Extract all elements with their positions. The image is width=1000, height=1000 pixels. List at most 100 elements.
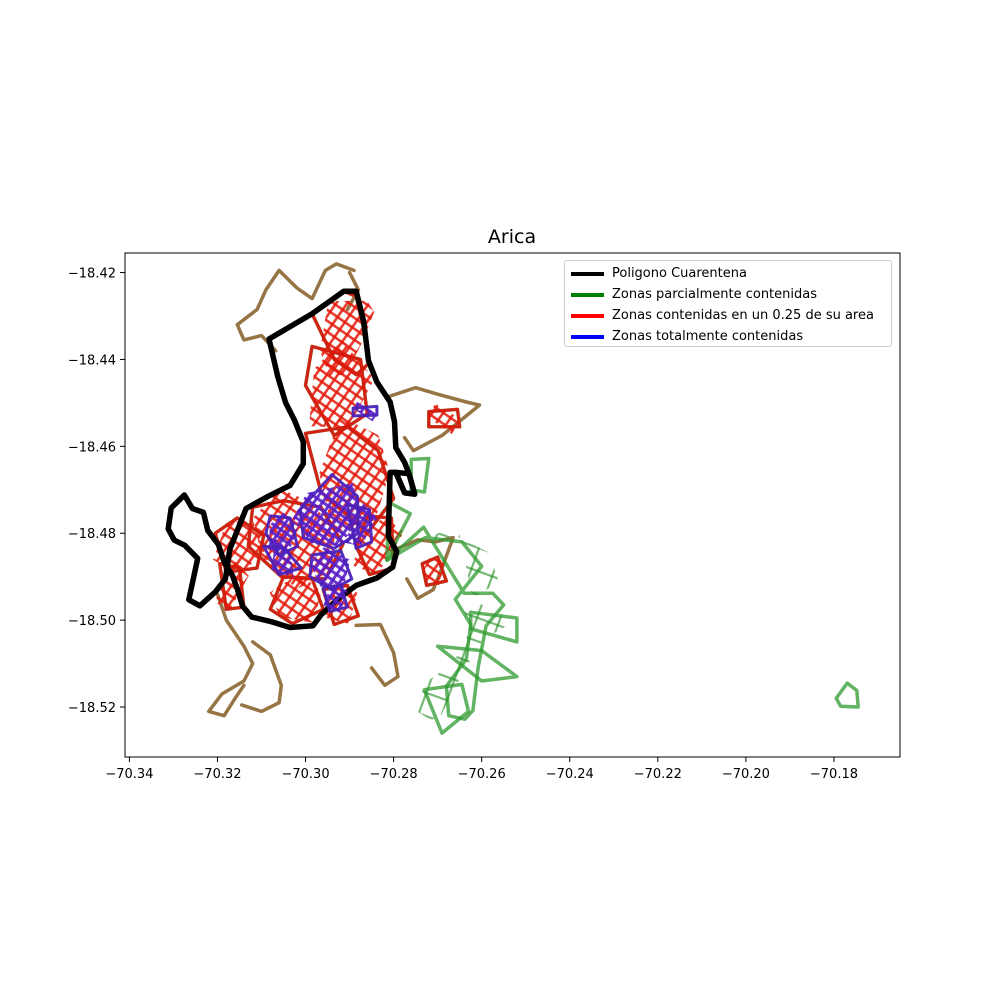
legend-label: Zonas totalmente contenidas [612,329,804,344]
partially-contained-zones-layer [357,456,860,866]
quarter-zone-street-line [286,411,417,507]
quarter-zone-street-line [342,528,408,580]
quarter-zone-street-line [293,282,336,365]
legend-swatch-blue [571,334,604,339]
outer-zone-outline-0 [235,262,356,353]
x-tick-label: −70.24 [546,767,594,782]
total-zone-street-line [286,464,375,530]
quarter-zone-streets-0 [293,282,388,384]
total-zone-street-line [359,400,378,422]
total-zone-street-line [305,464,375,559]
x-tick-label: −70.26 [458,767,506,782]
quarter-zone-6 [268,575,325,626]
partial-zone-street-line [487,513,534,734]
total-zone-5 [345,503,374,550]
quarter-zone-street-line [426,402,438,427]
partial-zone-street-line [357,727,534,734]
total-zone-2 [262,544,303,576]
quarter-zone-street-line [281,567,332,635]
quarter-zone-street-line [293,282,388,358]
total-zone-street-line [352,400,378,422]
total-zone-4 [321,583,349,613]
legend-item-total-zones: Zonas totalmente contenidas [565,326,891,347]
partial-zone-2 [422,682,471,735]
x-tick-label: −70.32 [193,767,241,782]
y-tick-label: −18.46 [68,440,116,455]
map-title: Arica [488,226,536,248]
legend-swatch-red [571,313,604,318]
quarter-zone-street-line [426,403,462,435]
total-zone-street-line [284,487,375,559]
total-zone-3 [308,549,354,592]
x-tick-label: −70.30 [281,767,329,782]
quarter-zone-streets-2 [282,411,417,549]
partial-zone-0 [385,525,506,721]
partial-zone-street-line [528,513,534,734]
total-zone-street-line [284,464,375,535]
quarter-zone-street-line [282,411,332,513]
quarantine-polygon-layer [165,288,418,631]
total-zone-6 [351,404,379,418]
partial-zone-street-line [357,513,534,531]
total-zone-street-line [284,493,373,559]
legend-label: Zonas parcialmente contenidas [612,287,817,302]
plot-frame [124,252,901,758]
quarter-zone-street-line [318,413,417,549]
y-tick-label: −18.52 [68,701,116,716]
y-axis: −18.42 −18.44 −18.46 −18.48 −18.50 −18.52 [68,267,125,716]
partial-zone-5 [435,644,519,683]
quarantine-polygon-1 [393,469,418,497]
legend-label: Zonas contenidas en un 0.25 de su area [612,308,874,323]
quarter-zone-street-line [234,480,318,595]
partial-zone-1 [468,610,519,644]
total-zone-street-line [352,400,378,422]
quarter-zone-street-line [293,282,321,355]
quarantine-polygon-0 [165,288,418,631]
quarter-zone-9 [427,407,462,429]
legend-item-quarter-zones: Zonas contenidas en un 0.25 de su area [565,305,891,326]
legend-item-partial-zones: Zonas parcialmente contenidas [565,284,891,305]
partial-zone-street-line [551,505,682,866]
quarter-zone-street-line [285,369,388,446]
total-zone-street-line [353,400,378,422]
x-tick-label: −70.18 [810,767,858,782]
outer-zone-outline-3 [206,592,255,718]
partial-zone-street-line [357,624,534,734]
total-zone-street-line [337,516,382,552]
quarter-zone-street-line [285,346,388,446]
quarter-zone-street-line [208,560,255,613]
total-zone-1 [264,514,300,557]
quarter-zone-1 [304,344,369,437]
y-tick-label: −18.48 [68,527,116,542]
quarter-zone-street-line [208,595,245,613]
outer-zone-outline-5 [354,622,400,688]
x-axis: −70.34 −70.32 −70.30 −70.28 −70.26 −70.24 −70.… [105,757,858,782]
total-zone-street-line [337,501,382,552]
quarter-zone-street-line [293,282,388,351]
legend-label: Poligono Cuarentena [612,266,747,281]
legend-swatch-green [571,292,604,297]
y-tick-label: −18.50 [68,614,116,629]
total-zone-0 [298,473,360,550]
quarter-zone-street-line [282,411,417,514]
x-tick-label: −70.20 [722,767,770,782]
x-tick-label: −70.28 [370,767,418,782]
legend-swatch-black [571,271,604,276]
outer-zone-outline-4 [239,640,284,714]
partial-zone-street-line [357,513,534,613]
partial-zone-street-line [508,513,534,734]
x-tick-label: −70.22 [634,767,682,782]
total-zone-street-line [284,464,353,559]
partial-zone-6 [834,681,860,709]
partial-zone-3 [385,500,413,562]
legend: Poligono Cuarentena Zonas parcialmente c… [564,260,892,347]
quarter-zone-10 [420,555,448,587]
total-zone-street-line [257,525,305,561]
quarter-zone-3 [246,499,345,581]
legend-item-quarantine-polygon: Poligono Cuarentena [565,263,891,284]
quarter-zone-street-line [293,304,388,384]
total-zone-street-line [352,400,372,422]
y-tick-label: −18.44 [68,353,116,368]
total-zone-street-line [269,538,306,583]
